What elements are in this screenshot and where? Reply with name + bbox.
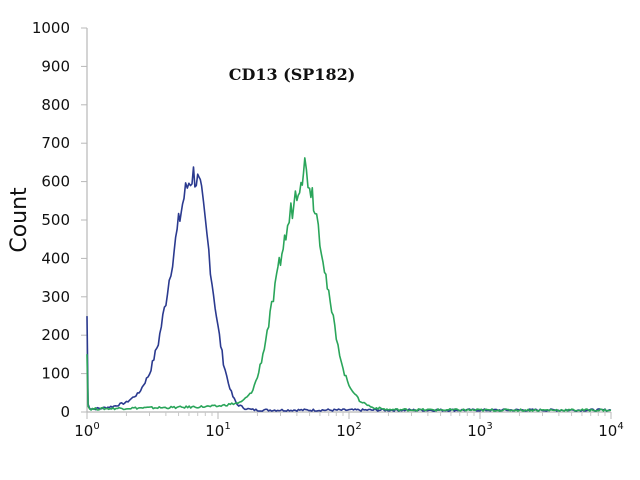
y-tick-label: 700 bbox=[41, 134, 70, 152]
y-tick-label: 300 bbox=[41, 288, 70, 306]
y-tick-label: 600 bbox=[41, 173, 70, 191]
series-layer bbox=[86, 157, 612, 412]
y-tick-label: 200 bbox=[41, 326, 70, 344]
x-ticks: 100 101 102 103 104 bbox=[74, 412, 624, 440]
y-tick-label: 1000 bbox=[32, 19, 70, 37]
y-tick-label: 400 bbox=[41, 249, 70, 267]
x-tick-label: 103 bbox=[467, 421, 492, 440]
axes bbox=[86, 28, 611, 413]
series-line-2 bbox=[86, 157, 612, 412]
x-tick-label: 104 bbox=[598, 421, 623, 440]
x-tick-label: 102 bbox=[336, 421, 361, 440]
x-tick-label: 100 bbox=[74, 421, 99, 440]
y-tick-label: 0 bbox=[60, 403, 70, 421]
y-tick-label: 800 bbox=[41, 96, 70, 114]
y-tick-label: 100 bbox=[41, 365, 70, 383]
x-tick-label: 101 bbox=[205, 421, 230, 440]
y-tick-label: 900 bbox=[41, 57, 70, 75]
series-line-1 bbox=[86, 166, 612, 412]
chart-title: CD13 (SP182) bbox=[229, 65, 356, 84]
y-axis-label: Count bbox=[7, 187, 32, 253]
y-ticks: 0 100 200 300 400 500 600 700 800 900 1000 bbox=[32, 19, 87, 421]
y-tick-label: 500 bbox=[41, 211, 70, 229]
